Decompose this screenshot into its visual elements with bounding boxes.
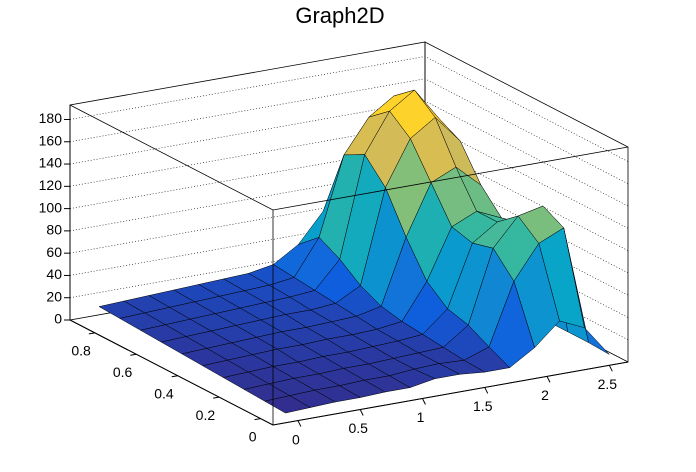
x-tick — [546, 376, 551, 383]
x-tick — [422, 398, 426, 405]
x-tick — [484, 387, 489, 394]
z-tick-label: 20 — [46, 288, 62, 304]
x-tick-label: 1 — [417, 409, 425, 425]
z-tick-label: 0 — [54, 311, 62, 327]
y-tick-label: 0 — [249, 428, 257, 444]
x-tick-label: 0.5 — [348, 420, 368, 436]
z-tick-label: 160 — [39, 132, 63, 148]
z-tick-label: 100 — [39, 199, 63, 215]
z-tick-label: 80 — [46, 222, 62, 238]
y-tick-label: 0.2 — [196, 407, 216, 423]
x-tick-label: 2 — [541, 387, 549, 403]
chart-title: Graph2D — [295, 3, 384, 28]
grid-line — [69, 78, 629, 185]
x-tick — [359, 409, 364, 416]
surface — [98, 89, 610, 414]
y-tick — [171, 375, 178, 378]
z-tick-label: 180 — [39, 110, 63, 126]
x-tick — [297, 420, 302, 427]
z-tick-label: 140 — [39, 155, 63, 171]
y-tick-label: 0.6 — [113, 364, 133, 380]
y-axis — [69, 319, 274, 426]
grid-line — [69, 56, 629, 162]
grid-line — [69, 100, 629, 207]
y-tick-label: 0.8 — [71, 343, 91, 359]
x-axis — [272, 361, 629, 426]
x-tick — [608, 365, 613, 372]
z-tick-label: 120 — [39, 177, 63, 193]
y-tick — [88, 332, 95, 335]
y-tick-label: 0.4 — [154, 385, 174, 401]
y-tick — [254, 418, 261, 421]
x-tick-label: 1.5 — [473, 398, 493, 414]
y-tick — [213, 396, 220, 399]
y-tick — [130, 353, 137, 356]
z-tick-label: 60 — [46, 244, 62, 260]
x-tick-label: 0 — [292, 431, 300, 447]
front-edges: 0 0.5 1 1.5 2 2.5 0 0.2 0.4 0.6 0.8 — [69, 104, 629, 447]
surface-cell — [264, 395, 311, 414]
x-tick-label: 2.5 — [598, 376, 618, 392]
z-tick-label: 40 — [46, 266, 62, 282]
